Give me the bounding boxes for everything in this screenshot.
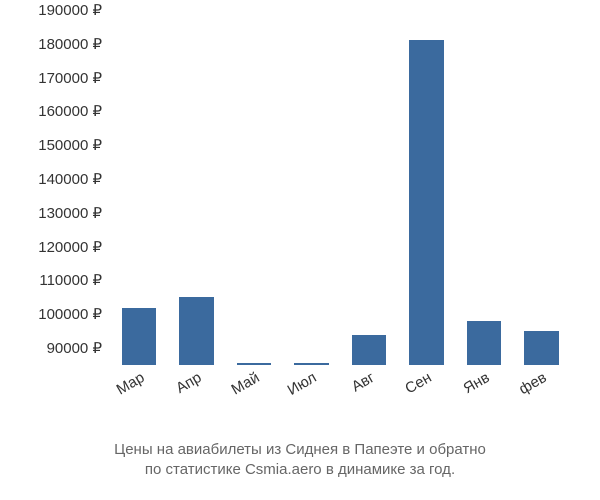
y-tick-label: 100000 ₽	[38, 305, 102, 323]
x-tick-label: Авг	[348, 369, 377, 395]
caption-line: по статистике Csmia.aero в динамике за г…	[0, 460, 600, 480]
x-tick-label: Сен	[402, 369, 434, 397]
y-tick-label: 110000 ₽	[39, 271, 102, 289]
caption-line: Цены на авиабилеты из Сиднея в Папеэте и…	[0, 440, 600, 460]
bar	[179, 297, 214, 365]
y-tick-label: 140000 ₽	[38, 170, 102, 188]
y-tick-label: 190000 ₽	[38, 1, 102, 19]
x-tick-label: фев	[516, 369, 549, 398]
x-tick-label: Мар	[113, 369, 147, 398]
bar	[294, 363, 329, 365]
y-tick-label: 150000 ₽	[38, 136, 102, 154]
y-tick-label: 170000 ₽	[38, 69, 102, 87]
chart-container: 90000 ₽ 100000 ₽ 110000 ₽ 120000 ₽ 130000 ₽ 1…	[0, 0, 600, 500]
x-tick-label: Июл	[285, 369, 320, 399]
y-tick-label: 130000 ₽	[38, 204, 102, 222]
y-tick-label: 160000 ₽	[38, 102, 102, 120]
bar	[352, 335, 387, 365]
bar	[237, 363, 272, 365]
y-tick-label: 180000 ₽	[38, 35, 102, 53]
x-tick-label: Май	[228, 369, 262, 398]
y-tick-label: 120000 ₽	[38, 238, 102, 256]
x-tick-label: Янв	[460, 369, 492, 397]
bar	[409, 40, 444, 365]
bar	[524, 331, 559, 365]
chart-caption: Цены на авиабилеты из Сиднея в Папеэте и…	[0, 440, 600, 480]
y-tick-label: 90000 ₽	[47, 339, 102, 357]
bar	[122, 308, 157, 365]
x-tick-label: Апр	[173, 369, 204, 397]
bar	[467, 321, 502, 365]
